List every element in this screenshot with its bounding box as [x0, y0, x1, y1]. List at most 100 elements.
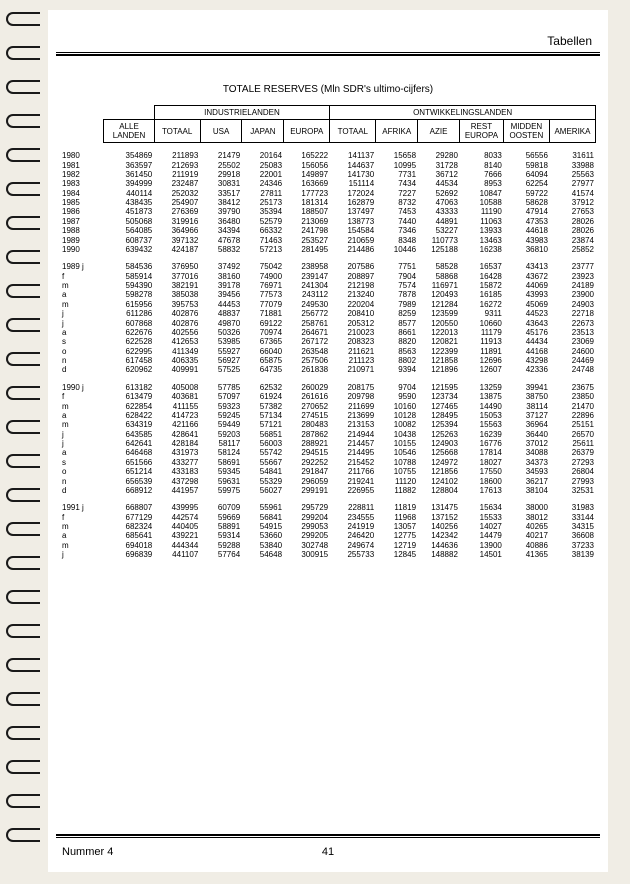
cell: 376950 — [154, 262, 200, 271]
table-row: 1989 j5845363769503749275042238958207586… — [60, 262, 596, 271]
spiral-ring — [6, 318, 40, 332]
spiral-ring — [6, 80, 40, 94]
cell: 10446 — [376, 245, 418, 254]
table-row: o651214433183593455484129184721176610755… — [60, 467, 596, 476]
cell: 615956 — [104, 300, 154, 309]
row-label: f — [60, 392, 104, 401]
cell: 9394 — [376, 365, 418, 374]
cell: 120821 — [418, 337, 460, 346]
cell: 428641 — [154, 430, 200, 439]
cell: 122013 — [418, 328, 460, 337]
cell: 53840 — [242, 541, 284, 550]
cell: 13900 — [460, 541, 504, 550]
cell: 281495 — [284, 245, 330, 254]
cell: 36810 — [504, 245, 550, 254]
cell: 142342 — [418, 531, 460, 540]
cell: 13875 — [460, 392, 504, 401]
table-header: INDUSTRIELANDEN ONTWIKKELINGSLANDEN ALLE… — [60, 105, 596, 143]
cell: 39790 — [200, 207, 242, 216]
cell: 141730 — [330, 170, 376, 179]
cell: 64735 — [242, 365, 284, 374]
cell: 20164 — [242, 151, 284, 160]
row-label: m — [60, 401, 104, 410]
cell: 617458 — [104, 356, 154, 365]
cell: 48837 — [200, 309, 242, 318]
cell: 300915 — [284, 550, 330, 559]
cell: 7346 — [376, 226, 418, 235]
cell: 43993 — [504, 290, 550, 299]
cell: 267172 — [284, 337, 330, 346]
cell: 42336 — [504, 365, 550, 374]
cell: 13463 — [460, 235, 504, 244]
cell: 403681 — [154, 392, 200, 401]
cell: 363597 — [104, 160, 154, 169]
cell: 394999 — [104, 179, 154, 188]
cell: 12696 — [460, 356, 504, 365]
table-row: 1982361450211919299182200114989714173077… — [60, 170, 596, 179]
table-row: 1980354869211893214792016416522214113715… — [60, 151, 596, 160]
cell: 16272 — [460, 300, 504, 309]
cell: 65875 — [242, 356, 284, 365]
column-header: TOTAAL — [154, 120, 200, 143]
cell: 131475 — [418, 503, 460, 512]
cell: 431973 — [154, 448, 200, 457]
cell: 15658 — [376, 151, 418, 160]
cell: 177723 — [284, 189, 330, 198]
cell: 53985 — [200, 337, 242, 346]
cell: 127465 — [418, 401, 460, 410]
cell: 38750 — [504, 392, 550, 401]
table-row: n656539437298596315532929605921924111120… — [60, 476, 596, 485]
cell: 22673 — [550, 318, 596, 327]
cell: 406335 — [154, 356, 200, 365]
cell: 57213 — [242, 245, 284, 254]
cell: 27993 — [550, 476, 596, 485]
cell: 58117 — [200, 439, 242, 448]
cell: 8802 — [376, 356, 418, 365]
spiral-ring — [6, 624, 40, 638]
cell: 634319 — [104, 420, 154, 429]
cell: 11063 — [460, 217, 504, 226]
cell: 34394 — [200, 226, 242, 235]
cell: 354869 — [104, 151, 154, 160]
cell: 29918 — [200, 170, 242, 179]
cell: 156056 — [284, 160, 330, 169]
cell: 71881 — [242, 309, 284, 318]
table-row: f677129442574596695684129920423455511968… — [60, 513, 596, 522]
cell: 14027 — [460, 522, 504, 531]
cell: 361450 — [104, 170, 154, 179]
cell: 211893 — [154, 151, 200, 160]
cell: 639432 — [104, 245, 154, 254]
cell: 276369 — [154, 207, 200, 216]
table-body: 1980354869211893214792016416522214113715… — [60, 151, 596, 559]
cell: 137497 — [330, 207, 376, 216]
row-label: 1991 j — [60, 503, 104, 512]
cell: 36217 — [504, 476, 550, 485]
row-label: o — [60, 467, 104, 476]
cell: 7574 — [376, 281, 418, 290]
cell: 26379 — [550, 448, 596, 457]
cell: 37492 — [200, 262, 242, 271]
cell: 26570 — [550, 430, 596, 439]
spiral-ring — [6, 12, 40, 26]
cell: 598278 — [104, 290, 154, 299]
row-label: m — [60, 300, 104, 309]
cell: 405008 — [154, 383, 200, 392]
row-label: j — [60, 309, 104, 318]
spiral-ring — [6, 46, 40, 60]
cell: 8348 — [376, 235, 418, 244]
row-label: a — [60, 411, 104, 420]
cell: 299191 — [284, 486, 330, 495]
cell: 302748 — [284, 541, 330, 550]
cell: 124102 — [418, 476, 460, 485]
cell: 319916 — [154, 217, 200, 226]
cell: 15053 — [460, 411, 504, 420]
cell: 29280 — [418, 151, 460, 160]
cell: 47678 — [200, 235, 242, 244]
cell: 38104 — [504, 486, 550, 495]
cell: 148882 — [418, 550, 460, 559]
cell: 125263 — [418, 430, 460, 439]
table-row: d668912441957599755602729919122695511882… — [60, 486, 596, 495]
cell: 59669 — [200, 513, 242, 522]
cell: 59975 — [200, 486, 242, 495]
cell: 43413 — [504, 262, 550, 271]
